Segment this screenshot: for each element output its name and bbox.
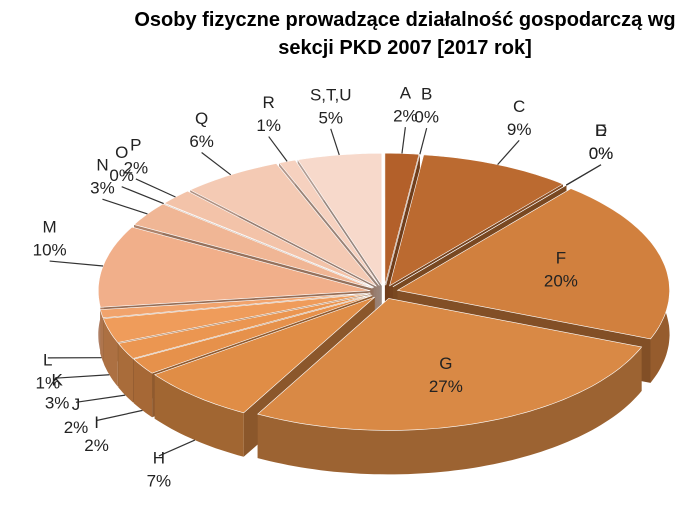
slice xyxy=(257,298,643,431)
data-label-value: 2% xyxy=(84,436,109,455)
slice xyxy=(384,152,420,286)
slice xyxy=(102,293,371,343)
data-label-value: 0% xyxy=(589,144,614,163)
data-label-value: 2% xyxy=(393,107,418,126)
data-label-value: 6% xyxy=(189,132,214,151)
slice xyxy=(297,153,383,287)
slice xyxy=(154,296,375,414)
data-label-category: O xyxy=(115,143,128,162)
data-label-value: 27% xyxy=(429,377,463,396)
data-label-category: G xyxy=(439,354,452,373)
data-label-category: P xyxy=(130,135,141,154)
data-label-category: J xyxy=(72,395,81,414)
slice xyxy=(392,184,567,288)
leader-line xyxy=(49,260,104,267)
data-label-category: L xyxy=(43,350,52,369)
data-label-category: K xyxy=(51,371,63,390)
slice-side xyxy=(257,347,642,475)
data-label-value: 3% xyxy=(90,179,115,198)
leader-line xyxy=(201,152,232,176)
data-label-value: 3% xyxy=(45,394,70,413)
slice-side xyxy=(133,359,153,418)
leader-line xyxy=(57,374,110,379)
data-label-category: C xyxy=(513,97,525,116)
leader-line xyxy=(330,128,340,156)
slice xyxy=(117,294,372,359)
slice-side xyxy=(100,309,103,362)
data-label-value: 5% xyxy=(318,108,343,127)
data-label-category: B xyxy=(421,85,432,104)
slice xyxy=(189,163,377,287)
data-label-value: 2% xyxy=(64,418,89,437)
data-label-category: M xyxy=(43,218,57,237)
data-label-category: Q xyxy=(195,109,208,128)
data-label-category: E xyxy=(595,121,606,140)
data-label-value: 1% xyxy=(36,373,61,392)
data-label-category: S,T,U xyxy=(310,85,352,104)
data-label-value: 1% xyxy=(256,116,281,135)
slice xyxy=(396,188,670,340)
data-label-value: 0% xyxy=(414,108,439,127)
data-label-value: 9% xyxy=(507,120,532,139)
leader-line xyxy=(419,127,428,155)
slice-side xyxy=(103,318,118,387)
slice xyxy=(99,292,371,319)
data-label-value: 7% xyxy=(147,471,172,490)
data-label-category: N xyxy=(96,156,108,175)
leader-line xyxy=(401,127,406,154)
data-label-category: I xyxy=(94,413,99,432)
data-label-category: R xyxy=(263,93,275,112)
slice xyxy=(133,203,373,289)
slice xyxy=(133,295,373,374)
leader-line xyxy=(75,394,126,403)
data-label-category: F xyxy=(556,248,566,267)
data-label-value: 2% xyxy=(124,158,149,177)
data-label-category: A xyxy=(400,84,412,103)
leader-line xyxy=(135,178,176,198)
slice xyxy=(389,154,564,287)
slice xyxy=(98,226,371,308)
leader-line xyxy=(121,186,164,205)
data-label-category: H xyxy=(153,448,165,467)
data-label-value: 0% xyxy=(109,166,134,185)
leader-line xyxy=(96,409,143,422)
leader-line xyxy=(497,139,520,166)
leader-line xyxy=(158,439,196,457)
slice-side xyxy=(118,343,133,403)
leader-line xyxy=(268,136,288,162)
data-label-value: 20% xyxy=(544,271,578,290)
data-label-category: D xyxy=(595,121,607,140)
chart-title: Osoby fizyczne prowadzące działalność go… xyxy=(134,9,676,59)
slice xyxy=(385,154,421,286)
slice-side xyxy=(154,374,244,457)
data-label-value: 10% xyxy=(33,241,67,260)
leader-line xyxy=(102,198,148,215)
leader-line xyxy=(565,164,602,186)
data-label-value: 0% xyxy=(589,144,614,163)
